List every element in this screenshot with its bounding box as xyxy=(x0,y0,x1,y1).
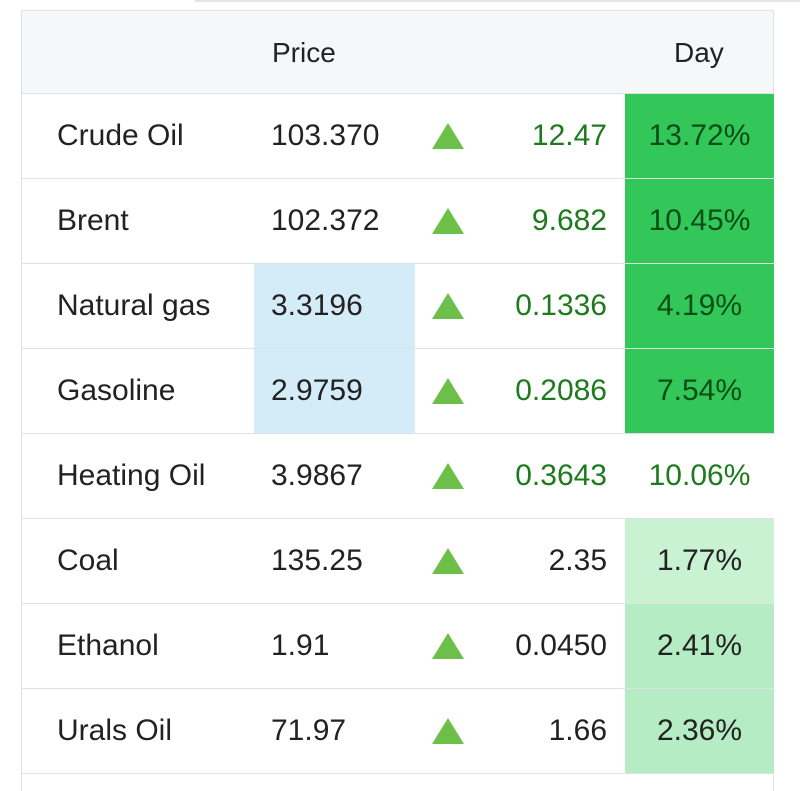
commodity-change: 2.35 xyxy=(548,544,607,577)
column-header-day[interactable]: Day xyxy=(674,37,724,68)
table-header: Price Day xyxy=(22,11,773,94)
up-arrow-icon xyxy=(415,94,481,178)
up-arrow-icon xyxy=(415,349,481,433)
top-divider xyxy=(195,0,800,2)
commodity-day-percent: 10.45% xyxy=(625,179,774,263)
commodity-name[interactable]: Urals Oil xyxy=(57,714,173,747)
column-header-price[interactable]: Price xyxy=(272,37,336,68)
commodity-change: 1.66 xyxy=(548,714,607,747)
up-arrow-icon xyxy=(415,604,481,688)
commodity-price: 135.25 xyxy=(271,544,363,577)
table-row[interactable]: Natural gas 3.3196 0.1336 4.19% xyxy=(22,264,774,349)
commodity-day-percent: 7.54% xyxy=(625,349,774,433)
commodity-name[interactable]: Crude Oil xyxy=(57,119,184,152)
table-row[interactable]: Gasoline 2.9759 0.2086 7.54% xyxy=(22,349,774,434)
commodity-day-percent: 4.19% xyxy=(625,264,774,348)
commodity-change: 9.682 xyxy=(531,204,607,237)
up-arrow-icon xyxy=(415,689,481,773)
up-arrow-icon xyxy=(415,264,481,348)
commodity-name[interactable]: Gasoline xyxy=(57,374,176,407)
commodity-day-percent: 10.06% xyxy=(625,434,774,518)
commodity-change: 0.1336 xyxy=(515,289,607,322)
commodity-day-percent: 2.36% xyxy=(625,689,774,773)
commodity-change: 0.2086 xyxy=(515,374,607,407)
up-arrow-icon xyxy=(415,434,481,518)
commodity-price: 3.9867 xyxy=(271,459,363,492)
commodity-day-percent: 1.77% xyxy=(625,519,774,603)
commodity-day-percent: 2.41% xyxy=(625,604,774,688)
table-row[interactable]: Ethanol 1.91 0.0450 2.41% xyxy=(22,604,774,689)
table-row[interactable]: Brent 102.372 9.682 10.45% xyxy=(22,179,774,264)
commodity-change: 0.0450 xyxy=(515,629,607,662)
commodity-day-percent: 13.72% xyxy=(625,94,774,178)
commodity-name[interactable]: Brent xyxy=(57,204,129,237)
commodity-name[interactable]: Natural gas xyxy=(57,289,211,322)
commodity-change: 12.47 xyxy=(531,119,607,152)
table-row[interactable]: Urals Oil 71.97 1.66 2.36% xyxy=(22,689,774,774)
commodity-price: 102.372 xyxy=(271,204,380,237)
commodity-price: 3.3196 xyxy=(254,264,415,348)
up-arrow-icon xyxy=(415,179,481,263)
commodity-name[interactable]: Heating Oil xyxy=(57,459,206,492)
commodity-name[interactable]: Coal xyxy=(57,544,119,577)
commodities-table: Price Day Crude Oil 103.370 12.47 13.72%… xyxy=(21,10,774,791)
commodity-price: 103.370 xyxy=(271,119,380,152)
commodity-price: 2.9759 xyxy=(254,349,415,433)
up-arrow-icon xyxy=(415,519,481,603)
commodity-price: 1.91 xyxy=(271,629,330,662)
commodity-change: 0.3643 xyxy=(515,459,607,492)
table-row[interactable]: Coal 135.25 2.35 1.77% xyxy=(22,519,774,604)
table-row[interactable]: Heating Oil 3.9867 0.3643 10.06% xyxy=(22,434,774,519)
commodity-price: 71.97 xyxy=(271,714,347,747)
commodity-name[interactable]: Ethanol xyxy=(57,629,159,662)
table-row[interactable]: Crude Oil 103.370 12.47 13.72% xyxy=(22,94,774,179)
